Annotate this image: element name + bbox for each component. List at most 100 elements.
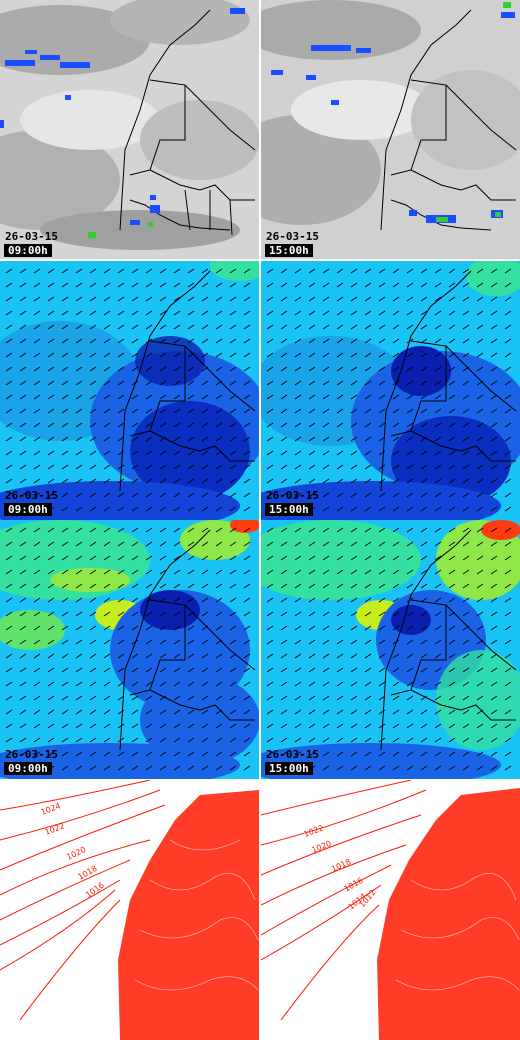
wind-arrow (308, 541, 316, 547)
wind-arrow (229, 394, 237, 400)
wind-arrow (490, 667, 498, 673)
wind-arrow (187, 394, 195, 400)
wind-arrow (406, 681, 414, 687)
wind-arrow (173, 541, 181, 547)
wind-arrow (5, 597, 13, 603)
wind-arrow (103, 653, 111, 659)
wind-arrow (201, 478, 209, 484)
wind-arrow (75, 541, 83, 547)
wind-arrow (280, 464, 288, 470)
wind-arrow (131, 352, 139, 358)
wind-arrow (187, 310, 195, 316)
wind-arrow (103, 436, 111, 442)
wind-arrow (322, 583, 330, 589)
wind-arrow (215, 681, 223, 687)
wind-arrow (448, 541, 456, 547)
wind-arrow (117, 639, 125, 645)
wind-arrow (490, 268, 498, 274)
wind-arrow (308, 569, 316, 575)
wind-arrow (61, 394, 69, 400)
wind-arrow (187, 695, 195, 701)
wind-arrow (145, 597, 153, 603)
wind-arrow (406, 408, 414, 414)
wind-arrow (47, 695, 55, 701)
wind-arrow (5, 268, 13, 274)
wind-arrow (322, 569, 330, 575)
wind-arrow (462, 681, 470, 687)
wind-arrow (173, 569, 181, 575)
wind-arrow (476, 527, 484, 533)
wind-arrow (322, 268, 330, 274)
wind-arrow (434, 324, 442, 330)
wind-arrow (406, 695, 414, 701)
wind-arrow (61, 464, 69, 470)
wind-arrow (145, 324, 153, 330)
wind-arrow (476, 541, 484, 547)
wind-arrow (364, 506, 372, 512)
wind-arrow (392, 324, 400, 330)
wind-arrow (280, 583, 288, 589)
wind-arrow (504, 569, 512, 575)
wind-arrow (280, 737, 288, 743)
wind-arrow (187, 282, 195, 288)
wind-arrow (476, 597, 484, 603)
wind-arrow (131, 282, 139, 288)
wind-arrow (336, 464, 344, 470)
wind-arrow (229, 597, 237, 603)
wind-arrow (201, 380, 209, 386)
wind-arrow (215, 464, 223, 470)
wind-arrow (476, 366, 484, 372)
wind-arrow (243, 366, 251, 372)
wind-arrow (322, 597, 330, 603)
wind-arrow (47, 611, 55, 617)
wind-arrow (61, 408, 69, 414)
wind-arrow (308, 667, 316, 673)
wind-arrow (392, 751, 400, 757)
wind-arrow (243, 380, 251, 386)
wind-arrow (406, 667, 414, 673)
wind-arrow (392, 653, 400, 659)
wind-arrow (364, 555, 372, 561)
wind-arrow (173, 555, 181, 561)
wind-arrow (504, 625, 512, 631)
wind-arrow (434, 737, 442, 743)
wind-arrow (33, 611, 41, 617)
dust-field-panel-b-1500: 26-03-15 15:00h (261, 520, 520, 779)
wind-arrow (504, 737, 512, 743)
wind-arrow (336, 639, 344, 645)
wind-arrow (308, 681, 316, 687)
wind-arrow (131, 765, 139, 771)
wind-arrow (5, 625, 13, 631)
wind-arrow (103, 597, 111, 603)
wind-arrow (350, 310, 358, 316)
date-label: 26-03-15 (5, 489, 58, 502)
wind-arrow (322, 408, 330, 414)
wind-arrow (420, 667, 428, 673)
wind-arrow (145, 282, 153, 288)
wind-arrow (201, 408, 209, 414)
wind-arrow (145, 723, 153, 729)
wind-arrow (187, 324, 195, 330)
wind-arrow (75, 709, 83, 715)
wind-arrow (490, 527, 498, 533)
wind-arrow (47, 555, 55, 561)
wind-arrow (392, 709, 400, 715)
wind-arrow (378, 296, 386, 302)
wind-arrow (215, 282, 223, 288)
wind-arrow (322, 667, 330, 673)
wind-arrow (476, 625, 484, 631)
wind-arrow (294, 555, 302, 561)
wind-arrow (89, 765, 97, 771)
wind-arrow (159, 506, 167, 512)
wind-arrow (364, 268, 372, 274)
wind-arrow (448, 408, 456, 414)
wind-arrow (420, 450, 428, 456)
wind-arrow (159, 408, 167, 414)
wind-arrow (336, 681, 344, 687)
wind-arrow (47, 464, 55, 470)
wind-arrow (308, 492, 316, 498)
wind-arrow (201, 450, 209, 456)
wind-arrow (47, 282, 55, 288)
wind-arrow (434, 555, 442, 561)
wind-arrow (266, 667, 274, 673)
